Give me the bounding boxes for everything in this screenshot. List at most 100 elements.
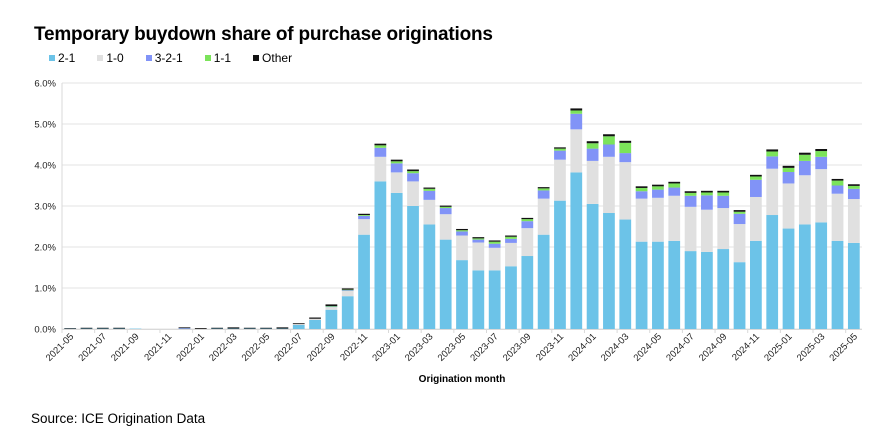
bar-segment-2-1: [407, 206, 419, 329]
bar-segment-2-1: [733, 262, 746, 329]
bar-segment-2-1: [423, 224, 436, 329]
bar-stack-2023-11: [554, 147, 566, 329]
bar-segment-2-1: [325, 309, 338, 329]
x-tick-label: 2022-03: [207, 331, 239, 363]
legend-item-1-1: 1-1: [204, 51, 231, 65]
bar-stack-2022-11: [358, 213, 370, 329]
bar-segment-1-1: [831, 180, 844, 186]
bar-segment-3-2-1: [178, 328, 191, 329]
bar-segment-1-1: [684, 192, 697, 196]
bar-stack-2023-09: [521, 217, 534, 329]
bar-segment-3-2-1: [766, 156, 779, 169]
y-tick-label: 5.0%: [34, 120, 56, 131]
bar-segment-1-0: [407, 181, 419, 206]
x-axis: 2021-05 2021-07 2021-09 2021-11 2022-01 2022-…: [44, 329, 862, 364]
bar-segment-2-1: [652, 241, 664, 329]
x-tick-label: 2022-01: [174, 331, 206, 363]
bar-segment-other: [586, 141, 599, 144]
bar-segment-1-1: [554, 148, 566, 151]
bar-segment-3-2-1: [619, 153, 632, 163]
bar-segment-1-0: [815, 169, 828, 223]
bar-segment-2-1: [570, 172, 583, 329]
bar-segment-2-1: [64, 328, 77, 330]
bar-segment-2-1: [80, 328, 93, 330]
bar-segment-3-2-1: [439, 208, 452, 215]
bar-segment-3-2-1: [374, 147, 387, 157]
bar-segment-1-0: [684, 206, 697, 252]
bar-segment-1-0: [554, 159, 566, 201]
bar-segment-other: [178, 327, 191, 329]
bar-segment-other: [570, 108, 583, 111]
bar-segment-2-1: [603, 212, 615, 329]
bar-segment-other: [113, 327, 126, 329]
y-tick-label: 6.0%: [34, 79, 56, 90]
bar-segment-3-2-1: [407, 173, 419, 182]
bar-stack-2024-10: [733, 210, 746, 329]
bar-stack-2021-08: [113, 327, 126, 330]
bar-stack-2024-12: [766, 149, 779, 329]
bar-segment-2-1: [554, 200, 566, 329]
x-tick-label: 2023-07: [468, 331, 500, 363]
bar-segment-other: [766, 149, 779, 152]
bar-segment-2-1: [178, 328, 191, 330]
bar-segment-1-1: [407, 171, 419, 174]
bar-segment-2-1: [815, 222, 828, 329]
bar-segment-other: [750, 174, 762, 177]
bar-segment-other: [635, 186, 648, 188]
bar-segment-1-0: [488, 247, 501, 271]
bar-stack-2021-06: [80, 327, 93, 330]
bar-segment-3-2-1: [423, 190, 436, 200]
x-tick-label: 2024-07: [664, 331, 696, 363]
bar-segment-3-2-1: [505, 238, 517, 243]
bar-segment-3-2-1: [390, 163, 403, 173]
bar-segment-3-2-1: [456, 231, 468, 236]
x-axis-title: Origination month: [419, 374, 506, 385]
bar-segment-1-1: [668, 183, 681, 188]
bar-segment-1-1: [341, 289, 354, 291]
bar-segment-3-2-1: [472, 239, 485, 243]
bar-segment-2-1: [390, 192, 403, 329]
bar-segment-other: [668, 181, 681, 184]
bar-segment-1-1: [750, 176, 762, 180]
y-tick-label: 2.0%: [34, 243, 56, 254]
bar-stack-2024-08: [701, 190, 713, 329]
bar-segment-2-1: [129, 328, 142, 330]
bar-stack-2023-02: [407, 169, 419, 329]
bar-stack-2024-03: [619, 140, 632, 329]
bar-stack-2021-05: [64, 328, 77, 330]
bar-segment-1-0: [782, 183, 795, 229]
bar-segment-1-1: [798, 154, 811, 161]
bar-segment-3-2-1: [537, 190, 550, 199]
bar-stack-2022-04: [243, 327, 256, 330]
legend-swatch-1-1: [204, 55, 211, 61]
bar-segment-1-1: [603, 136, 615, 145]
bar-stack-2022-10: [341, 288, 354, 329]
bar-segment-2-1: [227, 328, 240, 330]
bar-stack-2023-08: [505, 235, 517, 329]
bar-stack-2024-06: [668, 181, 681, 329]
bar-segment-3-2-1: [750, 179, 762, 197]
bar-segment-other: [456, 228, 468, 231]
bar-stack-2023-07: [488, 240, 501, 329]
bar-segment-other: [292, 323, 305, 325]
bar-segment-other: [309, 317, 321, 319]
bar-stack-2023-03: [423, 187, 436, 329]
bar-stack-2022-01: [194, 328, 207, 329]
bar-stack-2025-05: [847, 184, 860, 329]
bar-segment-1-0: [733, 224, 746, 263]
bar-segment-2-1: [260, 328, 272, 330]
bar-segment-3-2-1: [684, 195, 697, 207]
bar-segment-1-1: [619, 142, 632, 154]
x-tick-label: 2024-09: [697, 331, 729, 363]
bar-segment-other: [554, 147, 566, 149]
bar-segment-other: [276, 327, 289, 329]
bar-segment-3-2-1: [358, 215, 370, 220]
bar-segment-3-2-1: [798, 160, 811, 176]
x-tick-label: 2024-11: [730, 331, 762, 363]
x-tick-label: 2022-11: [338, 331, 370, 363]
bar-segment-1-0: [358, 219, 370, 235]
bar-stack-2024-09: [717, 190, 730, 329]
bar-segment-other: [439, 205, 452, 207]
x-tick-label: 2023-05: [436, 331, 468, 363]
legend-label-2-1: 2-1: [58, 51, 76, 65]
